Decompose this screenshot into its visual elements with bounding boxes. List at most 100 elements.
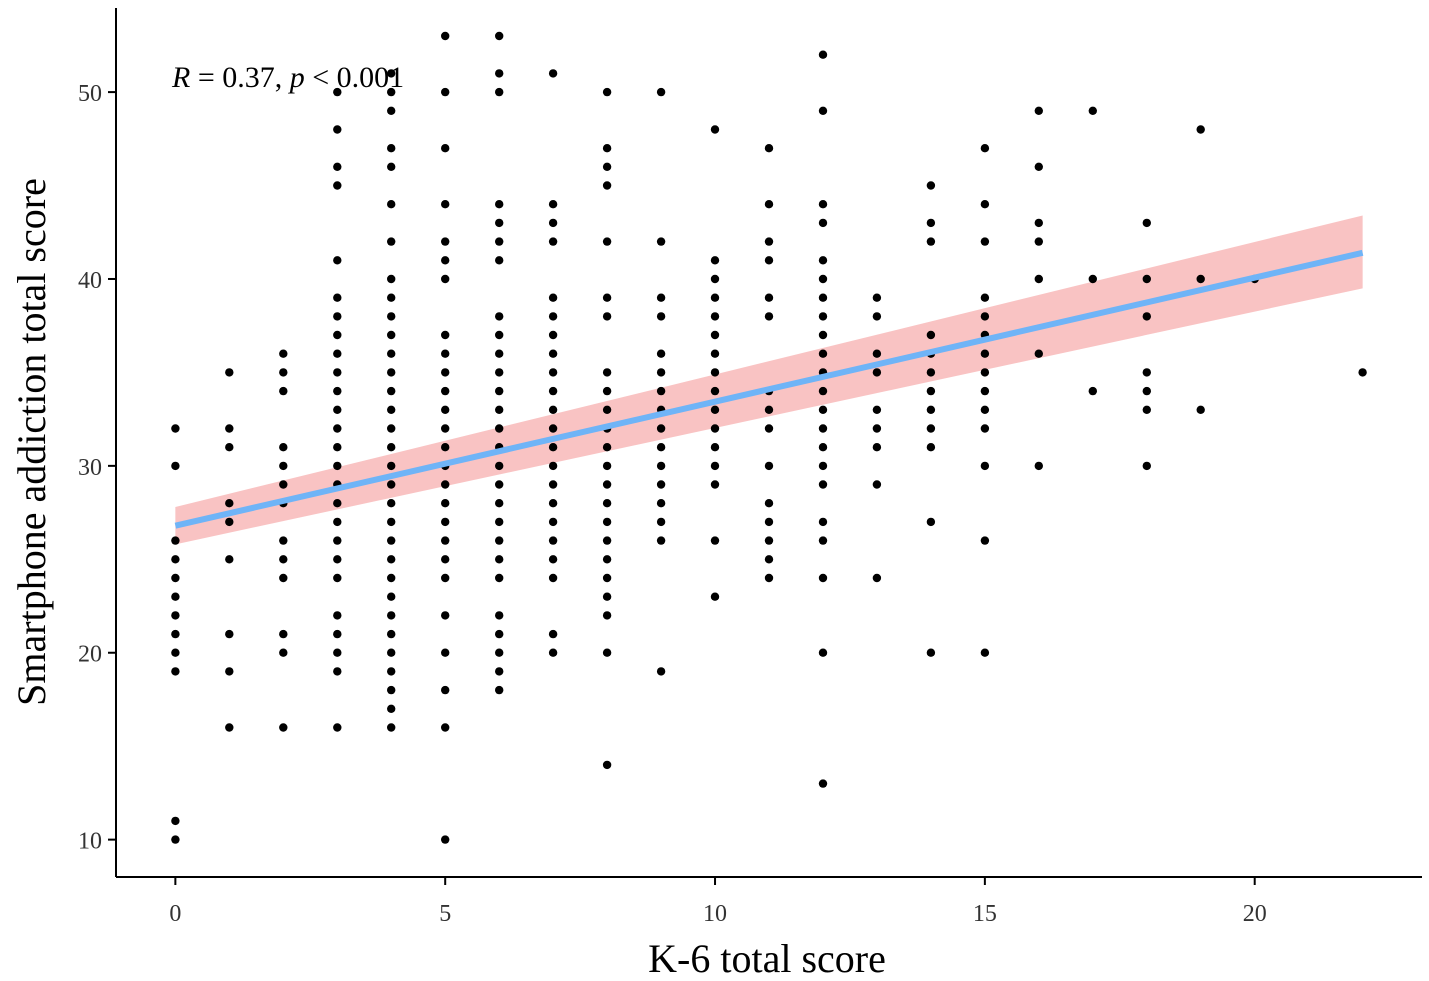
x-axis-title: K-6 total score [648, 936, 886, 981]
data-point [441, 480, 450, 489]
data-point [818, 779, 828, 788]
data-point [495, 685, 504, 695]
data-point [980, 386, 990, 396]
data-point [441, 835, 450, 844]
data-point [764, 461, 774, 471]
data-point [818, 443, 828, 452]
data-point [818, 218, 828, 228]
data-point [764, 312, 774, 321]
data-point [872, 480, 882, 489]
data-point [387, 405, 396, 414]
data-point [387, 87, 396, 97]
data-point [602, 443, 612, 452]
data-point [387, 162, 396, 171]
data-point [495, 555, 504, 564]
data-point [333, 629, 342, 639]
data-point [656, 443, 666, 452]
data-point [656, 424, 666, 433]
axes [115, 8, 1422, 878]
x-tick-label: 0 [169, 901, 181, 927]
data-point [980, 536, 990, 545]
x-ticks: 0 5 10 15 20 [169, 877, 1267, 927]
data-point [710, 443, 720, 452]
data-point [387, 536, 396, 545]
data-point [441, 386, 450, 396]
data-point [602, 592, 612, 601]
data-point [656, 480, 666, 489]
data-point [333, 443, 342, 452]
x-tick-label: 10 [703, 901, 727, 927]
data-point [495, 386, 504, 396]
data-point [602, 87, 612, 97]
data-point [495, 87, 504, 97]
data-point [872, 368, 882, 377]
data-point [387, 461, 396, 471]
data-point [710, 125, 720, 134]
data-point [980, 405, 990, 414]
data-point [1358, 368, 1367, 377]
data-point [710, 592, 720, 601]
data-point [495, 312, 504, 321]
data-point [872, 293, 882, 302]
data-point [495, 499, 504, 508]
data-point [872, 349, 882, 358]
data-point [872, 405, 882, 414]
data-point [710, 293, 720, 302]
data-point [225, 443, 234, 452]
data-point [441, 368, 450, 377]
data-point [818, 461, 828, 471]
data-point [333, 667, 342, 676]
annotation-p-symbol: p [288, 61, 305, 94]
data-point [171, 648, 180, 657]
data-points [171, 31, 1367, 844]
data-point [602, 760, 612, 770]
data-point [872, 443, 882, 452]
data-point [387, 200, 396, 209]
data-point [548, 386, 558, 396]
data-point [387, 723, 396, 732]
data-point [980, 293, 990, 302]
data-point [495, 667, 504, 676]
data-point [441, 274, 450, 284]
data-point [764, 237, 774, 246]
data-point [1034, 218, 1044, 228]
data-point [225, 517, 234, 527]
data-point [548, 461, 558, 471]
data-point [818, 517, 828, 527]
data-point [1142, 461, 1152, 471]
data-point [387, 648, 396, 657]
data-point [387, 443, 396, 452]
data-point [171, 573, 180, 583]
data-point [926, 405, 936, 414]
data-point [656, 499, 666, 508]
data-point [818, 480, 828, 489]
data-point [171, 816, 180, 826]
data-point [602, 461, 612, 471]
data-point [710, 480, 720, 489]
x-tick-label: 5 [439, 901, 451, 927]
data-point [495, 200, 504, 209]
data-point [548, 573, 558, 583]
data-point [980, 461, 990, 471]
data-point [441, 443, 450, 452]
data-point [1196, 274, 1205, 284]
x-tick-label: 15 [973, 901, 997, 927]
data-point [279, 629, 288, 639]
data-point [980, 237, 990, 246]
data-point [1196, 125, 1205, 134]
data-point [764, 499, 774, 508]
data-point [602, 144, 612, 153]
data-point [1034, 461, 1044, 471]
correlation-annotation: R = 0.37, p < 0.001 [171, 61, 404, 94]
data-point [1034, 349, 1044, 358]
data-point [1034, 162, 1044, 171]
data-point [602, 573, 612, 583]
data-point [387, 349, 396, 358]
data-point [656, 349, 666, 358]
data-point [495, 218, 504, 228]
data-point [656, 293, 666, 302]
annotation-r-symbol: R [171, 61, 190, 94]
data-point [333, 125, 342, 134]
data-point [333, 723, 342, 732]
data-point [548, 555, 558, 564]
